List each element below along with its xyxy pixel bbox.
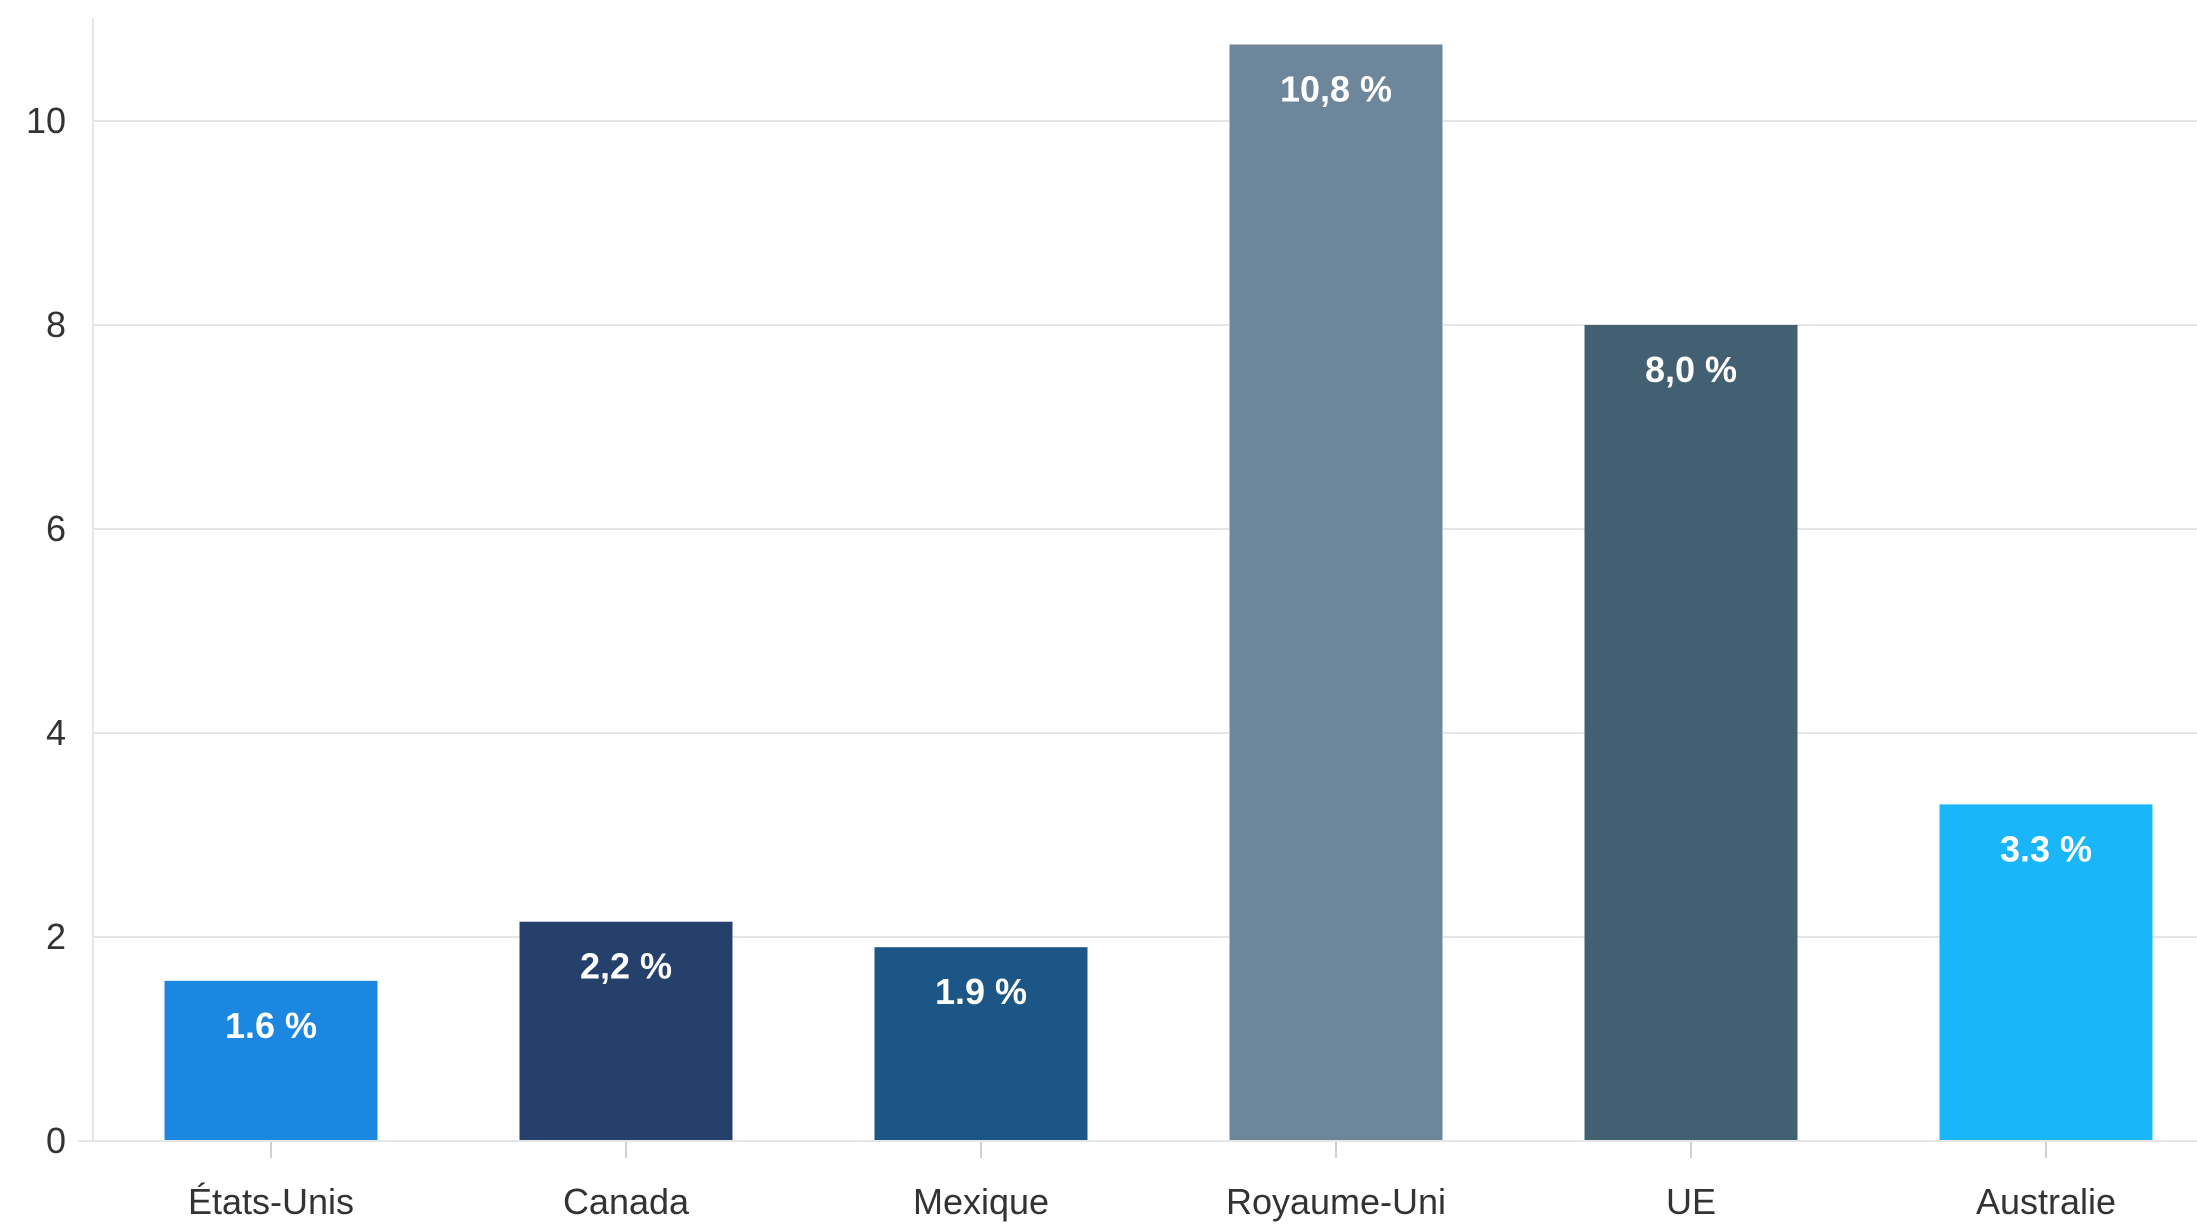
x-axis-ticks: États-Unis Canada Mexique Royaume-Uni UE Aust… xyxy=(188,1141,2116,1222)
x-tick-label: Canada xyxy=(563,1181,690,1222)
data-label: 3.3 % xyxy=(2000,828,2092,869)
bar[interactable] xyxy=(1229,44,1443,1142)
data-label: 1.9 % xyxy=(935,971,1027,1012)
data-label: 2,2 % xyxy=(580,946,672,987)
y-tick-label: 6 xyxy=(46,508,66,549)
y-axis-ticks: 0 2 4 6 8 10 xyxy=(26,100,66,1161)
x-tick-label: Royaume-Uni xyxy=(1226,1181,1446,1222)
y-tick-label: 10 xyxy=(26,100,66,141)
x-tick-label: Australie xyxy=(1976,1181,2116,1222)
bar[interactable] xyxy=(1584,325,1798,1141)
y-tick-label: 4 xyxy=(46,712,66,753)
bar[interactable] xyxy=(1939,804,2153,1141)
gridlines xyxy=(93,120,2197,938)
x-tick-label: UE xyxy=(1666,1181,1716,1222)
y-tick-label: 8 xyxy=(46,304,66,345)
data-label: 1.6 % xyxy=(225,1005,317,1046)
bar[interactable] xyxy=(874,947,1088,1141)
bars: 1.6 % 2,2 % 1.9 % 10,8 % 8,0 % 3.3 % xyxy=(164,44,2153,1142)
data-label: 10,8 % xyxy=(1280,69,1392,110)
x-tick-label: États-Unis xyxy=(188,1181,354,1222)
y-tick-label: 0 xyxy=(46,1120,66,1161)
bar[interactable] xyxy=(519,921,733,1141)
bar[interactable] xyxy=(164,980,378,1141)
x-tick-label: Mexique xyxy=(913,1181,1049,1222)
y-tick-label: 2 xyxy=(46,916,66,957)
data-label: 8,0 % xyxy=(1645,349,1737,390)
